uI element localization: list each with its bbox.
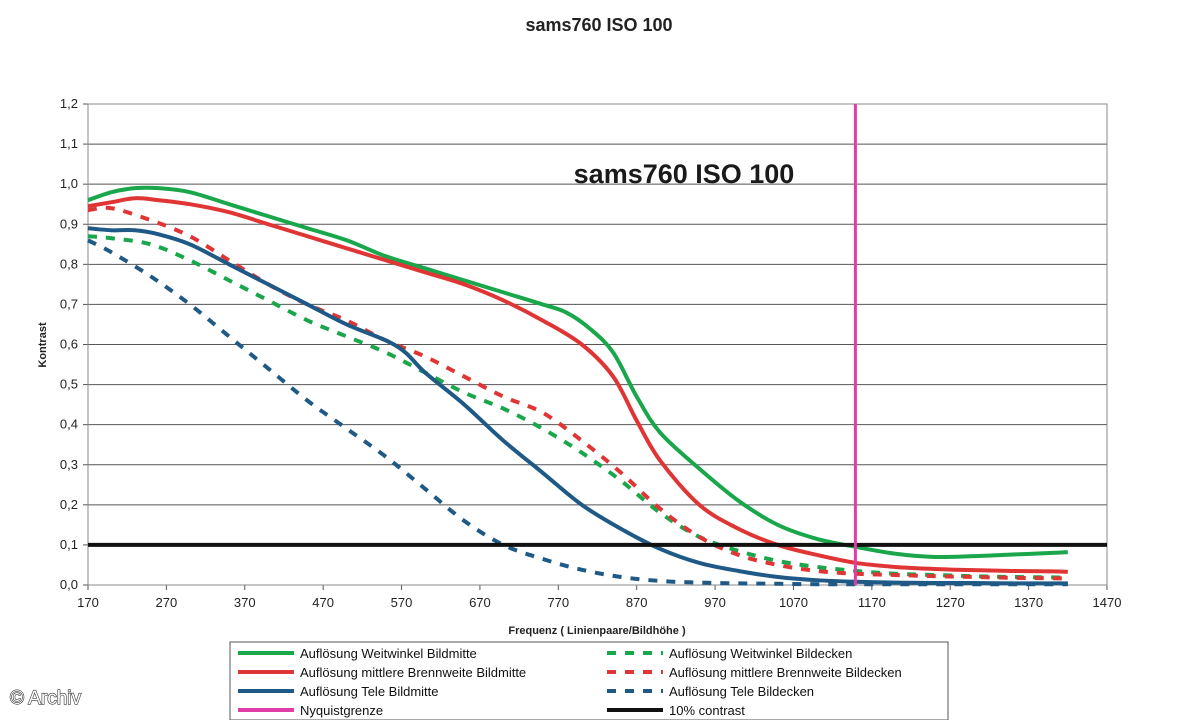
y-tick-label: 1,2 xyxy=(60,96,78,111)
x-tick-label: 470 xyxy=(312,595,334,610)
copyright-watermark: © Archiv xyxy=(10,688,82,709)
y-tick-label: 0,6 xyxy=(60,337,78,352)
x-tick-label: 170 xyxy=(77,595,99,610)
y-tick-label: 0,2 xyxy=(60,497,78,512)
legend-label-aufl-sung-mittlere-brennweite-bildmitte: Auflösung mittlere Brennweite Bildmitte xyxy=(300,665,526,680)
y-tick-label: 1,0 xyxy=(60,176,78,191)
y-tick-label: 0,8 xyxy=(60,256,78,271)
series-aufl-sung-weitwinkel-bildecken xyxy=(87,234,1068,580)
legend-label-aufl-sung-weitwinkel-bildecken: Auflösung Weitwinkel Bildecken xyxy=(669,646,852,661)
y-tick-label: 0,9 xyxy=(60,216,78,231)
inner-chart-title: sams760 ISO 100 xyxy=(574,159,795,189)
series-aufl-sung-mittlere-brennweite-bildmitte xyxy=(87,196,1068,574)
x-tick-label: 770 xyxy=(547,595,569,610)
plot-area-frame xyxy=(87,103,1108,586)
x-tick-label: 1070 xyxy=(779,595,808,610)
x-tick-label: 1170 xyxy=(858,595,886,610)
x-tick-label: 1470 xyxy=(1093,595,1122,610)
y-tick-label: 0,0 xyxy=(60,577,78,592)
y-tick-label: 0,4 xyxy=(60,417,78,432)
y-tick-label: 0,7 xyxy=(60,296,78,311)
y-tick-label: 0,3 xyxy=(60,457,78,472)
x-axis-title: Frequenz ( Linienpaare/Bildhöhe ) xyxy=(508,625,686,637)
series-aufl-sung-tele-bildmitte xyxy=(87,226,1068,586)
legend-label-aufl-sung-tele-bildmitte: Auflösung Tele Bildmitte xyxy=(300,684,439,699)
x-tick-label: 670 xyxy=(469,595,491,610)
legend: Auflösung Weitwinkel Bildmitte Auflösung … xyxy=(238,646,902,718)
y-axis-title: Kontrast xyxy=(37,322,49,368)
x-tick-label: 870 xyxy=(626,595,648,610)
series-aufl-sung-mittlere-brennweite-bildecken xyxy=(87,205,1068,581)
legend-label-nyquistgrenze: Nyquistgrenze xyxy=(300,703,383,718)
y-tick-label: 1,1 xyxy=(60,136,78,151)
y-tick-label: 0,1 xyxy=(60,537,78,552)
legend-box xyxy=(229,641,949,720)
legend-label-aufl-sung-mittlere-brennweite-bildecken: Auflösung mittlere Brennweite Bildecken xyxy=(669,665,902,680)
series-aufl-sung-weitwinkel-bildmitte xyxy=(87,185,1068,560)
y-tick-label: 0,5 xyxy=(60,377,78,392)
chart-title: sams760 ISO 100 xyxy=(525,15,672,35)
series-aufl-sung-tele-bildecken xyxy=(87,238,1068,587)
x-tick-label: 1270 xyxy=(936,595,965,610)
x-tick-label: 1370 xyxy=(1014,595,1043,610)
legend-label-aufl-sung-tele-bildecken: Auflösung Tele Bildecken xyxy=(669,684,814,699)
y-axis-ticks: 0,0 0,1 0,2 0,3 0,4 0,5 0,6 0,7 0,8 0,9 1,0 1,1 1,2 xyxy=(60,96,88,592)
x-tick-label: 270 xyxy=(156,595,178,610)
series-lines xyxy=(87,104,1107,587)
x-tick-label: 370 xyxy=(234,595,256,610)
x-axis-ticks: 170 270 370 470 570 670 770 870 970 1070 1170 1270 1… xyxy=(77,585,1121,610)
x-tick-label: 570 xyxy=(391,595,413,610)
x-tick-label: 970 xyxy=(704,595,726,610)
legend-label-aufl-sung-weitwinkel-bildmitte: Auflösung Weitwinkel Bildmitte xyxy=(300,646,477,661)
legend-label-10-contrast: 10% contrast xyxy=(669,703,745,718)
